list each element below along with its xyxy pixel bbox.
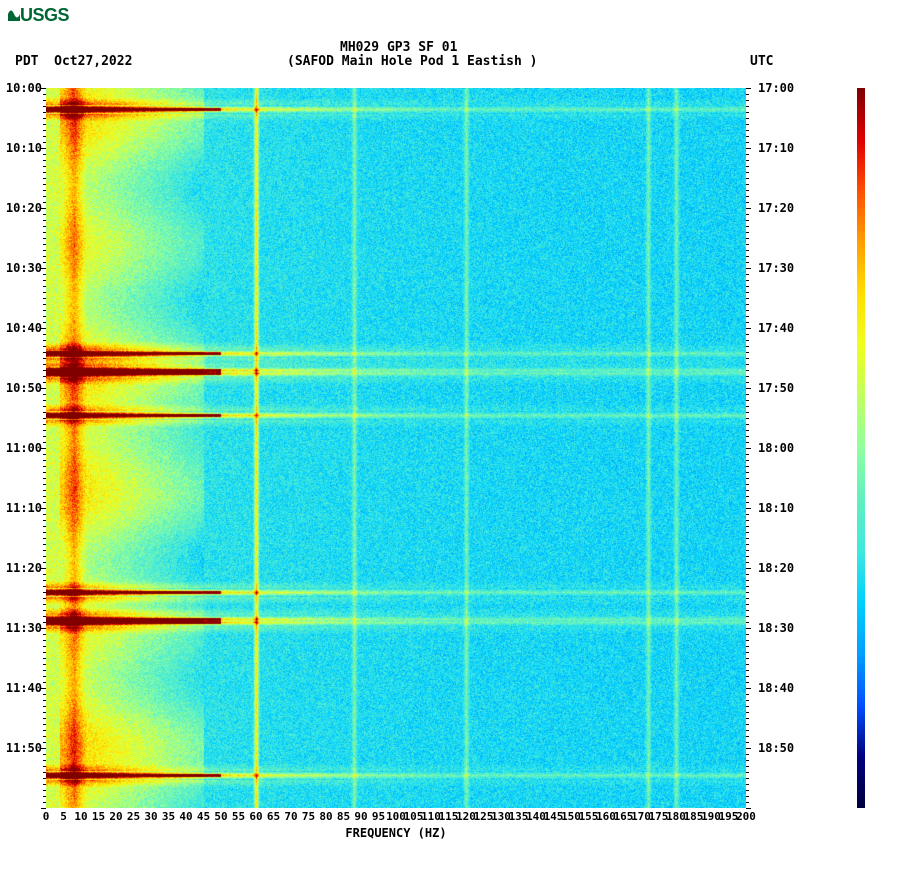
y-right-tick-label: 17:20 xyxy=(758,201,794,215)
y-right-tick-label: 18:20 xyxy=(758,561,794,575)
colorbar xyxy=(857,88,865,808)
y-right-tick-label: 17:30 xyxy=(758,261,794,275)
x-axis-title: FREQUENCY (HZ) xyxy=(46,826,746,840)
x-tick-label: 55 xyxy=(232,810,245,823)
y-left-tick-label: 11:40 xyxy=(6,681,42,695)
spectrogram-canvas xyxy=(46,88,746,808)
x-tick-label: 80 xyxy=(319,810,332,823)
spectrogram-plot xyxy=(46,88,746,808)
y-left-tick-label: 11:50 xyxy=(6,741,42,755)
right-tick-marks xyxy=(746,88,751,808)
left-tick-marks xyxy=(41,88,46,808)
x-tick-label: 10 xyxy=(74,810,87,823)
date-text: Oct27,2022 xyxy=(54,54,132,69)
y-right-tick-label: 17:40 xyxy=(758,321,794,335)
y-right-axis: 17:0017:1017:2017:3017:4017:5018:0018:10… xyxy=(750,88,800,808)
chart-title-2: (SAFOD Main Hole Pod 1 Eastish ) xyxy=(287,54,537,69)
x-tick-label: 5 xyxy=(60,810,67,823)
x-tick-label: 35 xyxy=(162,810,175,823)
x-tick-label: 90 xyxy=(354,810,367,823)
left-tz-text: PDT xyxy=(15,54,38,69)
x-tick-label: 60 xyxy=(249,810,262,823)
y-right-tick-label: 17:00 xyxy=(758,81,794,95)
x-tick-label: 25 xyxy=(127,810,140,823)
x-tick-label: 75 xyxy=(302,810,315,823)
x-tick-label: 95 xyxy=(372,810,385,823)
y-right-tick-label: 18:40 xyxy=(758,681,794,695)
x-tick-label: 0 xyxy=(43,810,50,823)
y-left-tick-label: 10:00 xyxy=(6,81,42,95)
y-left-axis: 10:0010:1010:2010:3010:4010:5011:0011:10… xyxy=(0,88,44,808)
y-left-tick-label: 10:10 xyxy=(6,141,42,155)
right-timezone-label: UTC xyxy=(750,54,773,69)
y-left-tick-label: 11:00 xyxy=(6,441,42,455)
x-tick-label: 40 xyxy=(179,810,192,823)
y-right-tick-label: 18:00 xyxy=(758,441,794,455)
y-left-tick-label: 10:50 xyxy=(6,381,42,395)
x-tick-label: 85 xyxy=(337,810,350,823)
y-left-tick-label: 11:30 xyxy=(6,621,42,635)
wave-icon xyxy=(8,7,20,21)
x-tick-label: 15 xyxy=(92,810,105,823)
y-right-tick-label: 18:10 xyxy=(758,501,794,515)
y-left-tick-label: 10:20 xyxy=(6,201,42,215)
y-left-tick-label: 11:10 xyxy=(6,501,42,515)
x-tick-label: 65 xyxy=(267,810,280,823)
chart-title-1: MH029 GP3 SF 01 xyxy=(340,40,457,55)
x-tick-label: 50 xyxy=(214,810,227,823)
y-right-tick-label: 18:50 xyxy=(758,741,794,755)
x-tick-label: 30 xyxy=(144,810,157,823)
x-tick-label: 45 xyxy=(197,810,210,823)
y-right-tick-label: 17:10 xyxy=(758,141,794,155)
colorbar-canvas xyxy=(857,88,865,808)
y-left-tick-label: 10:40 xyxy=(6,321,42,335)
usgs-logo: USGS xyxy=(8,5,69,26)
logo-text: USGS xyxy=(20,5,69,25)
left-timezone-label: PDT Oct27,2022 xyxy=(15,54,132,69)
y-left-tick-label: 11:20 xyxy=(6,561,42,575)
x-tick-label: 200 xyxy=(736,810,756,823)
y-left-tick-label: 10:30 xyxy=(6,261,42,275)
y-right-tick-label: 18:30 xyxy=(758,621,794,635)
y-right-tick-label: 17:50 xyxy=(758,381,794,395)
x-tick-label: 70 xyxy=(284,810,297,823)
x-tick-label: 20 xyxy=(109,810,122,823)
